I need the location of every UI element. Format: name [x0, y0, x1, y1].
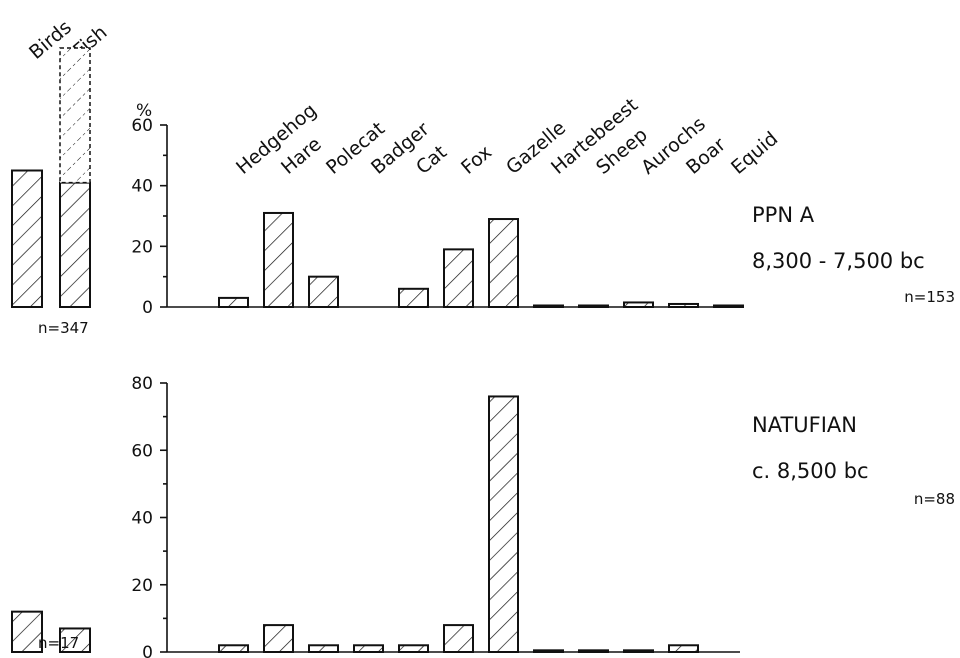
bar-hedgehog — [218, 644, 249, 654]
y-tick-label: 0 — [142, 298, 153, 318]
bar-fox — [443, 248, 474, 309]
bar-sheep — [578, 304, 609, 309]
side-bar-fish — [59, 181, 91, 308]
side-bar-birds — [11, 169, 43, 308]
panel-period: 8,300 - 7,500 bc — [752, 249, 925, 273]
bar-hartebeest — [533, 649, 564, 653]
bar-boar — [668, 302, 699, 309]
y-tick-label: 20 — [131, 237, 153, 257]
y-tick-label: 60 — [131, 116, 153, 136]
panel-name: PPN A — [752, 203, 815, 227]
side-sample-size: n=347 — [38, 319, 89, 337]
y-tick-label: 0 — [142, 643, 153, 658]
bar-hare — [263, 211, 294, 308]
panel-natufian: 0 20 40 60 80 n=17 NATUFIAN c. 8,500 bc n=88 — [11, 374, 955, 658]
y-unit-label: % — [136, 101, 152, 121]
side-bar-fish — [59, 627, 91, 654]
category-label-equid: Equid — [727, 128, 782, 179]
bar-hartebeest — [533, 304, 564, 309]
bar-equid — [713, 304, 744, 309]
bar-hare — [263, 624, 294, 653]
bar-cat — [398, 644, 429, 654]
panel-name: NATUFIAN — [752, 413, 857, 437]
panel-ppna: 0 20 40 60 n=347 PPN A 8,300 - 7,500 bc n=153 — [11, 47, 955, 337]
y-tick-label: 80 — [131, 374, 153, 394]
bar-aurochs — [623, 649, 654, 653]
bar-hedgehog — [218, 296, 249, 308]
bar-gazelle — [488, 395, 519, 654]
y-tick-label: 20 — [131, 576, 153, 596]
side-bar-birds — [11, 610, 43, 654]
bar-boar — [668, 644, 699, 654]
bar-sheep — [578, 649, 609, 653]
y-tick-label: 60 — [131, 441, 153, 461]
bar-polecat — [308, 275, 339, 308]
panel-period: c. 8,500 bc — [752, 459, 869, 483]
bar-badger — [353, 644, 384, 654]
category-label-fox: Fox — [457, 141, 496, 179]
panel-sample-size: n=153 — [904, 288, 955, 306]
side-sample-size: n=17 — [38, 634, 79, 652]
y-tick-label: 40 — [131, 509, 153, 529]
side-bar-upper-estimate-fish — [59, 47, 91, 184]
bar-gazelle — [488, 218, 519, 309]
bar-cat — [398, 287, 429, 308]
bar-fox — [443, 624, 474, 653]
bar-aurochs — [623, 301, 654, 309]
bar-polecat — [308, 644, 339, 654]
panel-sample-size: n=88 — [914, 490, 955, 508]
y-tick-label: 40 — [131, 177, 153, 197]
